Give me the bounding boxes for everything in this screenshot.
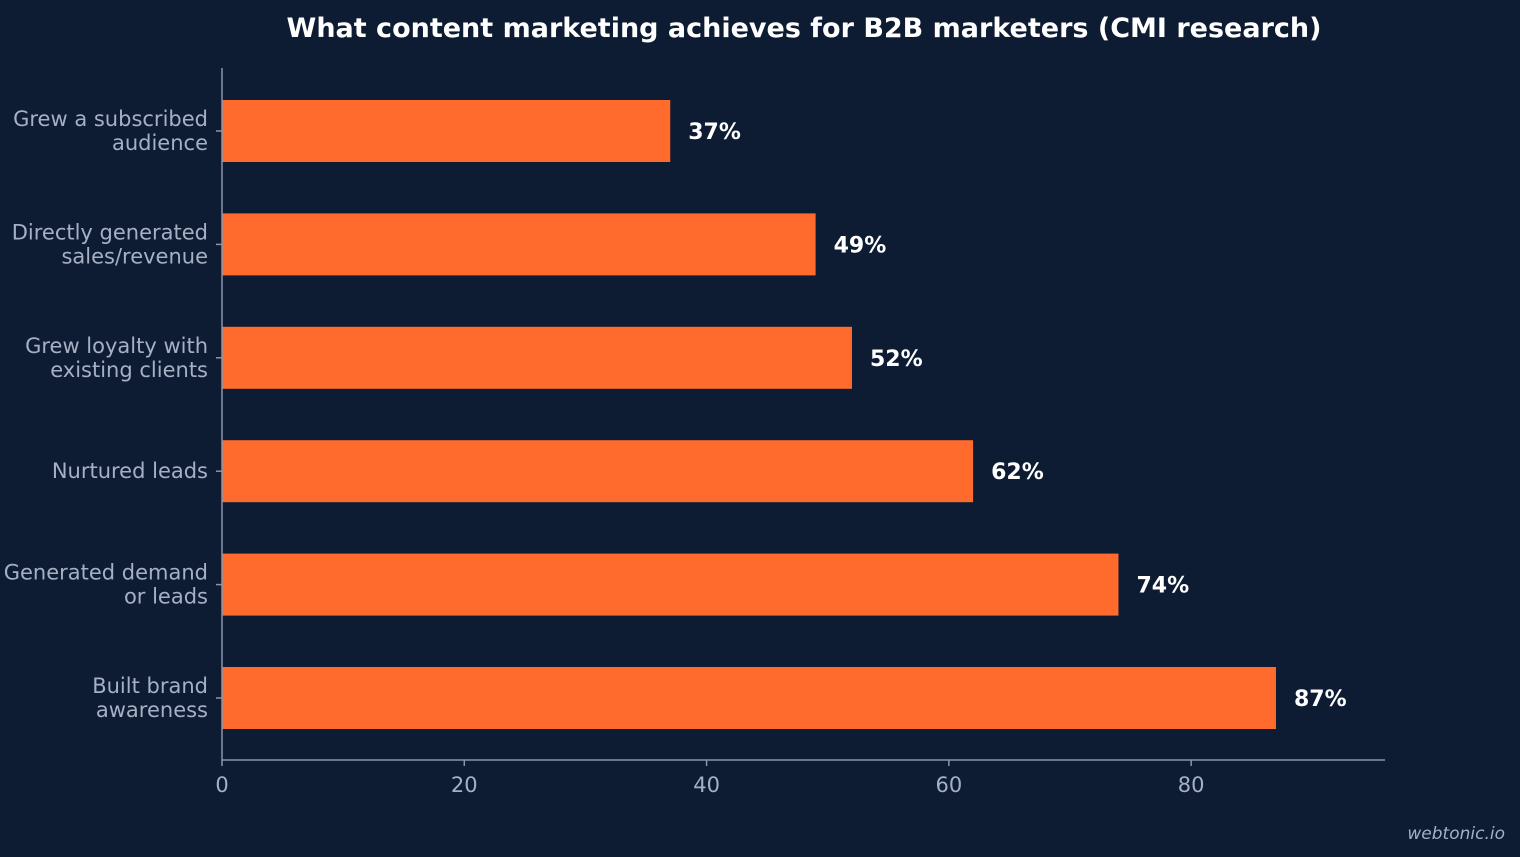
bar bbox=[222, 553, 1119, 616]
category-label-line: sales/revenue bbox=[61, 244, 208, 268]
bar bbox=[222, 213, 816, 276]
category-label: Built brand awareness bbox=[92, 674, 208, 722]
value-label: 52% bbox=[870, 347, 923, 372]
value-label: 49% bbox=[834, 233, 887, 258]
bar bbox=[222, 100, 671, 162]
value-label: 37% bbox=[688, 120, 741, 145]
credit-text: webtonic.io bbox=[1407, 824, 1505, 844]
x-tick-label: 60 bbox=[936, 773, 963, 797]
category-label: Grew a subscribed audience bbox=[13, 107, 208, 155]
category-label-line: Directly generated bbox=[12, 220, 208, 244]
axes-group bbox=[216, 68, 1385, 761]
x-tick-label: 20 bbox=[451, 773, 478, 797]
bar bbox=[222, 440, 974, 503]
bar bbox=[222, 667, 1276, 729]
category-label-line: Nurtured leads bbox=[52, 459, 208, 483]
value-label: 62% bbox=[991, 460, 1044, 485]
value-labels-group: 37% 49% 52% 62% 74% 87% bbox=[688, 120, 1346, 712]
category-label-line: existing clients bbox=[50, 358, 208, 382]
category-label-line: Generated demand bbox=[4, 561, 208, 585]
category-label-line: Grew a subscribed bbox=[13, 107, 208, 131]
category-label: Nurtured leads bbox=[52, 459, 208, 483]
category-label: Grew loyalty with existing clients bbox=[25, 334, 208, 382]
value-label: 74% bbox=[1136, 574, 1189, 599]
category-label-line: audience bbox=[112, 131, 208, 155]
chart-title: What content marketing achieves for B2B … bbox=[287, 13, 1322, 44]
x-tick-label: 80 bbox=[1178, 773, 1205, 797]
category-label: Generated demand or leads bbox=[4, 561, 208, 609]
bars-group bbox=[222, 100, 1276, 729]
value-label: 87% bbox=[1294, 687, 1347, 712]
category-label-line: Built brand bbox=[92, 674, 208, 698]
bar bbox=[222, 326, 852, 389]
x-tick-label: 0 bbox=[215, 773, 228, 797]
x-ticks-group: 0 20 40 60 80 bbox=[215, 760, 1205, 797]
category-label-line: awareness bbox=[96, 698, 208, 722]
x-tick-label: 40 bbox=[693, 773, 720, 797]
category-label: Directly generated sales/revenue bbox=[12, 220, 208, 268]
category-labels-group: Grew a subscribed audience Directly genera… bbox=[4, 107, 208, 722]
category-label-line: or leads bbox=[124, 585, 208, 609]
category-label-line: Grew loyalty with bbox=[25, 334, 208, 358]
